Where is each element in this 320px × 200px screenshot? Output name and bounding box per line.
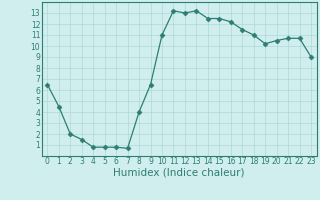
X-axis label: Humidex (Indice chaleur): Humidex (Indice chaleur) [114, 168, 245, 178]
